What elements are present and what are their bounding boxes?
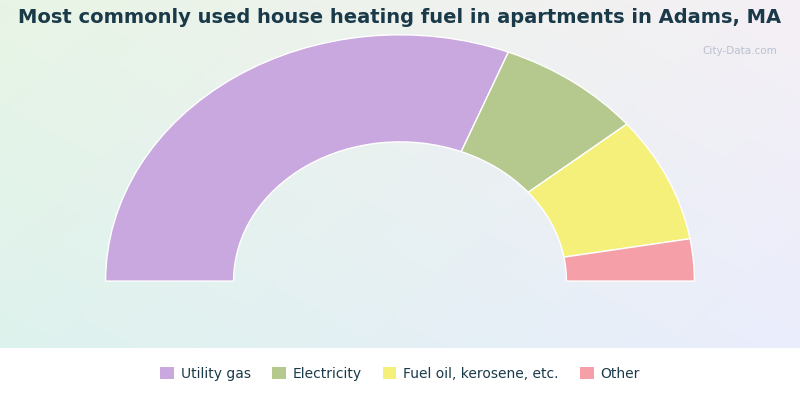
Text: City-Data.com: City-Data.com: [703, 46, 778, 56]
Text: Most commonly used house heating fuel in apartments in Adams, MA: Most commonly used house heating fuel in…: [18, 8, 782, 27]
Wedge shape: [528, 124, 690, 257]
Legend: Utility gas, Electricity, Fuel oil, kerosene, etc., Other: Utility gas, Electricity, Fuel oil, kero…: [154, 362, 646, 386]
Wedge shape: [462, 52, 627, 192]
Wedge shape: [564, 239, 694, 281]
Wedge shape: [106, 35, 508, 281]
